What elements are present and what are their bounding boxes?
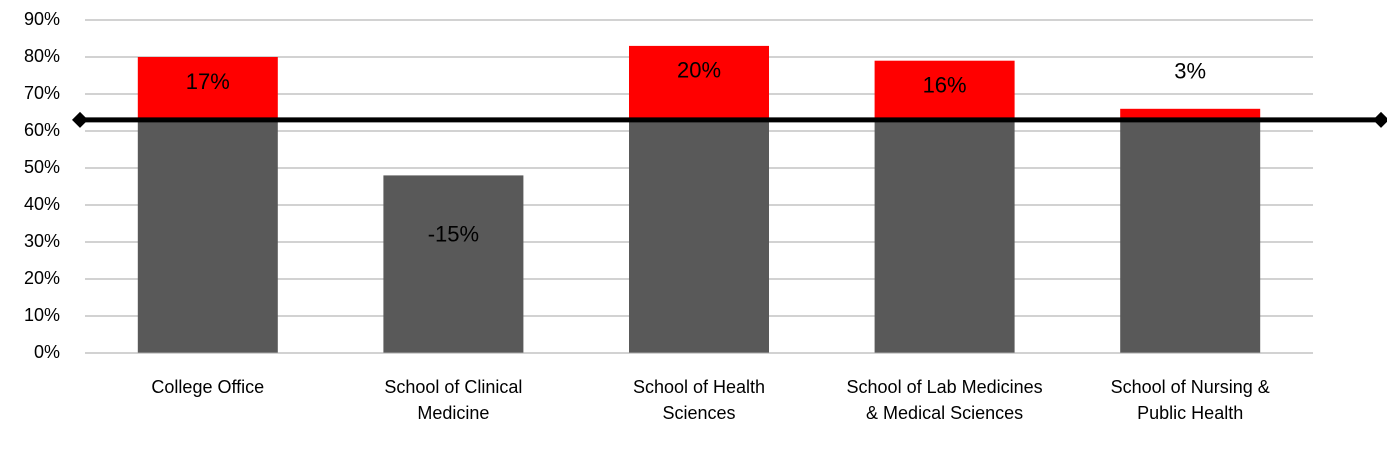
data-label: -15% [428,222,479,247]
data-label: 17% [186,69,230,94]
y-tick-label: 70% [24,83,60,103]
x-tick-label: School of Clinical Medicine [384,377,523,423]
base-bar [137,119,278,354]
y-tick-label: 10% [24,305,60,325]
y-tick-label: 90% [24,9,60,29]
y-tick-label: 40% [24,194,60,214]
target-line-end [1373,111,1387,128]
above-target-bar [1120,108,1261,120]
data-label: 20% [677,58,721,83]
base-bar [383,175,524,353]
x-tick-label: School of Lab Medicines & Medical Scienc… [846,377,1043,423]
y-tick-label: 50% [24,157,60,177]
x-tick-label: School of Nursing & Public Health [1110,377,1270,423]
base-bar [629,119,769,354]
y-tick-label: 30% [24,231,60,251]
y-tick-label: 60% [24,120,60,140]
above-target-bar [629,45,769,120]
target-line-end [72,111,88,128]
x-tick-label: College Office [151,377,265,397]
y-tick-label: 20% [24,268,60,288]
data-label: 3% [1174,59,1206,84]
above-target-bar [874,60,1015,120]
y-tick-label: 0% [34,342,60,362]
base-bar [1120,119,1261,354]
x-tick-label: School of Health Sciences [632,377,766,423]
y-tick-label: 80% [24,46,60,66]
data-label: 16% [923,73,967,98]
above-target-bar [137,57,278,120]
base-bar [874,119,1015,354]
